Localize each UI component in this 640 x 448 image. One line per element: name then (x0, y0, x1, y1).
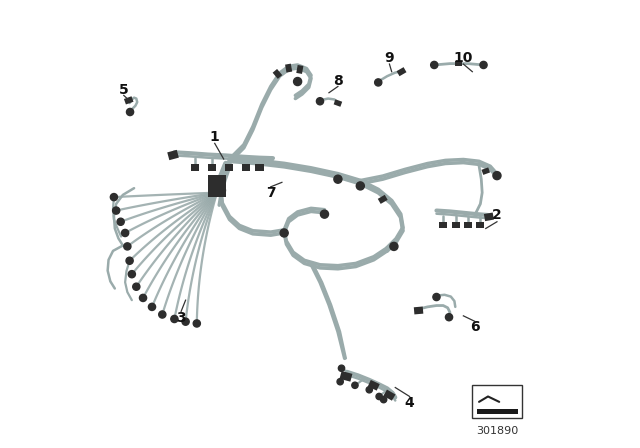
Circle shape (431, 61, 438, 69)
Text: 301890: 301890 (476, 426, 518, 435)
Circle shape (445, 314, 452, 321)
Circle shape (128, 271, 136, 278)
Circle shape (376, 393, 382, 400)
Text: 6: 6 (470, 320, 479, 334)
Circle shape (124, 243, 131, 250)
Circle shape (280, 229, 288, 237)
Text: 8: 8 (333, 73, 343, 88)
Circle shape (182, 318, 189, 325)
Circle shape (193, 320, 200, 327)
Circle shape (337, 379, 343, 385)
Bar (383, 390, 396, 401)
Text: 7: 7 (266, 185, 276, 200)
Circle shape (390, 242, 398, 250)
Circle shape (480, 61, 487, 69)
Bar (242, 164, 250, 171)
Bar (414, 306, 423, 314)
Bar (481, 168, 490, 175)
Bar (440, 222, 447, 228)
Circle shape (132, 283, 140, 290)
Circle shape (171, 315, 178, 323)
Circle shape (294, 78, 301, 86)
Bar (296, 65, 303, 74)
Circle shape (126, 257, 133, 264)
Bar (476, 222, 484, 228)
Circle shape (356, 182, 364, 190)
Bar (368, 380, 380, 391)
Circle shape (113, 207, 120, 214)
Bar (340, 371, 353, 382)
Circle shape (159, 311, 166, 318)
Text: 2: 2 (492, 208, 502, 222)
Bar (255, 164, 264, 171)
Circle shape (493, 172, 501, 180)
Bar (452, 222, 460, 228)
Bar (191, 164, 198, 171)
Circle shape (334, 175, 342, 183)
Bar (455, 61, 463, 66)
Circle shape (122, 229, 129, 237)
Bar (167, 150, 179, 160)
Bar (207, 164, 216, 171)
Bar (285, 64, 292, 73)
Circle shape (218, 186, 225, 194)
Bar (333, 99, 342, 107)
Circle shape (339, 365, 345, 371)
Bar (273, 69, 282, 79)
Bar (472, 385, 522, 418)
Circle shape (352, 382, 358, 388)
Circle shape (433, 293, 440, 301)
Circle shape (140, 294, 147, 302)
Text: 3: 3 (176, 311, 186, 325)
Text: 1: 1 (210, 129, 220, 144)
Bar (378, 195, 388, 204)
Circle shape (110, 194, 118, 201)
Bar (465, 222, 472, 228)
Text: 9: 9 (385, 51, 394, 65)
Circle shape (127, 108, 134, 116)
Circle shape (148, 303, 156, 310)
Circle shape (366, 387, 372, 393)
Text: 5: 5 (119, 82, 129, 97)
Circle shape (374, 79, 382, 86)
Bar (208, 175, 226, 197)
Bar (225, 164, 233, 171)
Bar (124, 96, 134, 104)
Circle shape (321, 210, 328, 218)
Text: 10: 10 (454, 51, 473, 65)
Bar (484, 212, 494, 221)
Circle shape (117, 218, 124, 225)
Circle shape (380, 396, 387, 403)
Text: 4: 4 (404, 396, 415, 410)
Bar (397, 67, 406, 76)
Bar (477, 409, 518, 414)
Circle shape (316, 98, 324, 105)
